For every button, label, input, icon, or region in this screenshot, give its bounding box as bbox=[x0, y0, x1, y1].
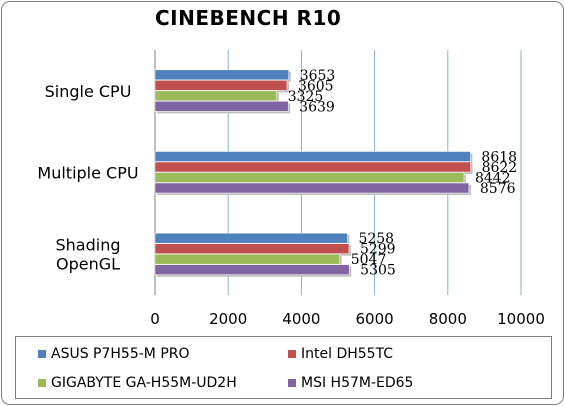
legend-label: ASUS P7H55-M PRO bbox=[51, 346, 190, 362]
x-tick-label: 0 bbox=[150, 310, 160, 328]
data-label: 5258 bbox=[358, 231, 394, 247]
bar bbox=[154, 161, 471, 173]
data-label: 8442 bbox=[475, 171, 511, 187]
bar bbox=[154, 69, 289, 81]
x-tick-label: 8000 bbox=[429, 310, 467, 328]
bar bbox=[154, 232, 348, 244]
legend-swatch bbox=[288, 350, 296, 358]
legend-item: GIGABYTE GA-H55M-UD2H bbox=[38, 375, 237, 391]
bar bbox=[154, 172, 465, 183]
data-label: 5305 bbox=[360, 263, 396, 279]
bar bbox=[154, 101, 289, 112]
category-label: Single CPU bbox=[45, 82, 132, 101]
legend-swatch bbox=[288, 379, 296, 387]
data-label: 8622 bbox=[482, 160, 518, 176]
bar-layer bbox=[154, 69, 473, 277]
data-label: 3639 bbox=[299, 99, 335, 115]
legend-label: GIGABYTE GA-H55M-UD2H bbox=[51, 375, 237, 391]
legend-item: Intel DH55TC bbox=[288, 346, 393, 362]
bar bbox=[154, 182, 470, 194]
bar bbox=[154, 80, 288, 91]
data-label: 5299 bbox=[360, 242, 396, 258]
x-tick-label: 2000 bbox=[209, 310, 247, 328]
category-label: Shading bbox=[56, 236, 121, 255]
category-label: Multiple CPU bbox=[37, 164, 138, 183]
data-label: 8618 bbox=[481, 150, 517, 166]
bar bbox=[154, 151, 471, 162]
chart-title: CINEBENCH R10 bbox=[155, 6, 342, 30]
legend-swatch bbox=[38, 350, 46, 358]
legend-label: MSI H57M-ED65 bbox=[301, 375, 414, 391]
x-tick-label: 10000 bbox=[497, 310, 545, 328]
legend-swatch bbox=[38, 379, 46, 387]
data-label: 8576 bbox=[480, 181, 516, 197]
bar bbox=[154, 253, 340, 265]
bar bbox=[154, 243, 350, 254]
data-label: 5047 bbox=[351, 252, 387, 268]
bar bbox=[154, 264, 350, 275]
data-label: 3325 bbox=[288, 89, 324, 105]
legend-item: MSI H57M-ED65 bbox=[288, 375, 413, 391]
legend-label: Intel DH55TC bbox=[301, 346, 394, 362]
legend-item: ASUS P7H55-M PRO bbox=[38, 346, 190, 362]
x-tick-label: 4000 bbox=[282, 310, 320, 328]
data-label: 3653 bbox=[300, 68, 336, 84]
category-label: OpenGL bbox=[56, 255, 120, 274]
x-tick-label: 6000 bbox=[356, 310, 394, 328]
data-label: 3605 bbox=[298, 78, 334, 94]
legend: ASUS P7H55-M PRO Intel DH55TC GIGABYTE G… bbox=[15, 336, 552, 399]
bar bbox=[154, 90, 277, 102]
